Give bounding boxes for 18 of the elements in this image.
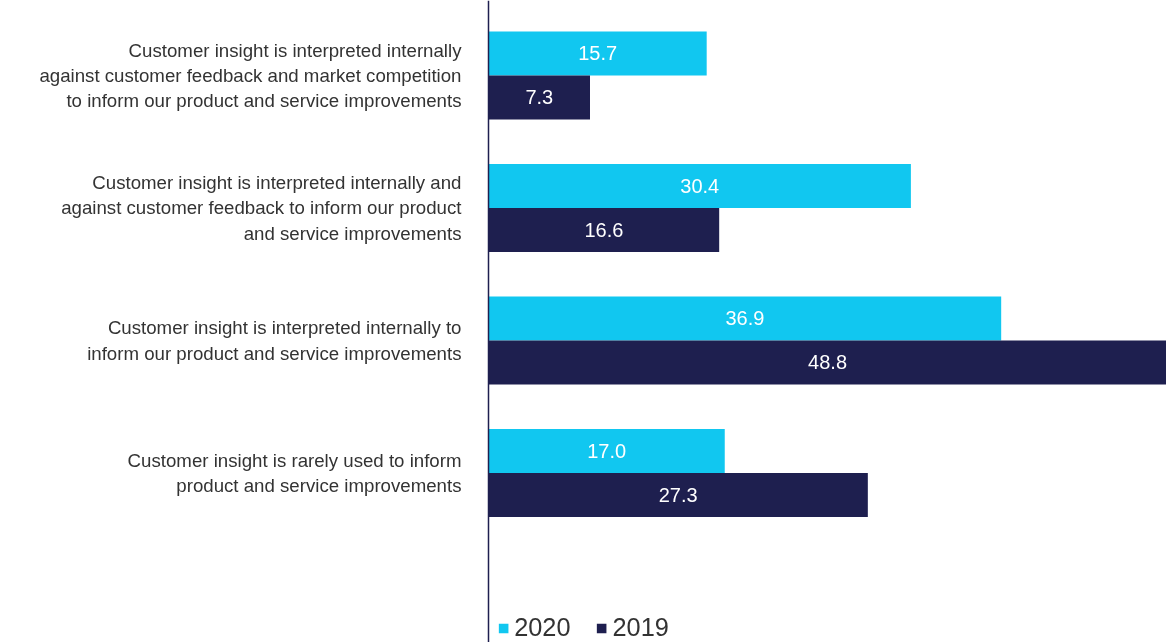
bar <box>488 31 707 76</box>
data-label: 30.4 <box>680 174 720 197</box>
bar <box>488 296 1002 341</box>
y-tick-label: Customer insight is interpreted internally against customer feedback and market competition to inform our product and service improvements <box>39 39 463 112</box>
data-label: 7.3 <box>525 86 554 109</box>
data-label: 36.9 <box>725 307 765 330</box>
bar <box>488 428 725 473</box>
data-label: 15.7 <box>578 42 618 65</box>
data-label: 48.8 <box>808 351 848 374</box>
data-label: 17.0 <box>587 439 627 462</box>
data-label: 27.3 <box>658 483 698 506</box>
legend-label: 2019 <box>612 613 669 642</box>
y-tick-label: Customer insight is interpreted internally to inform our product and service improvements <box>87 317 462 364</box>
y-tick-label: Customer insight is rarely used to inform product and service improvements <box>127 449 462 497</box>
y-tick-label: Customer insight is interpreted internally and against customer feedback to inform our product and service improvements <box>61 172 463 244</box>
bar <box>488 163 911 208</box>
legend-label: 2020 <box>514 613 571 642</box>
data-label: 16.6 <box>584 218 624 241</box>
